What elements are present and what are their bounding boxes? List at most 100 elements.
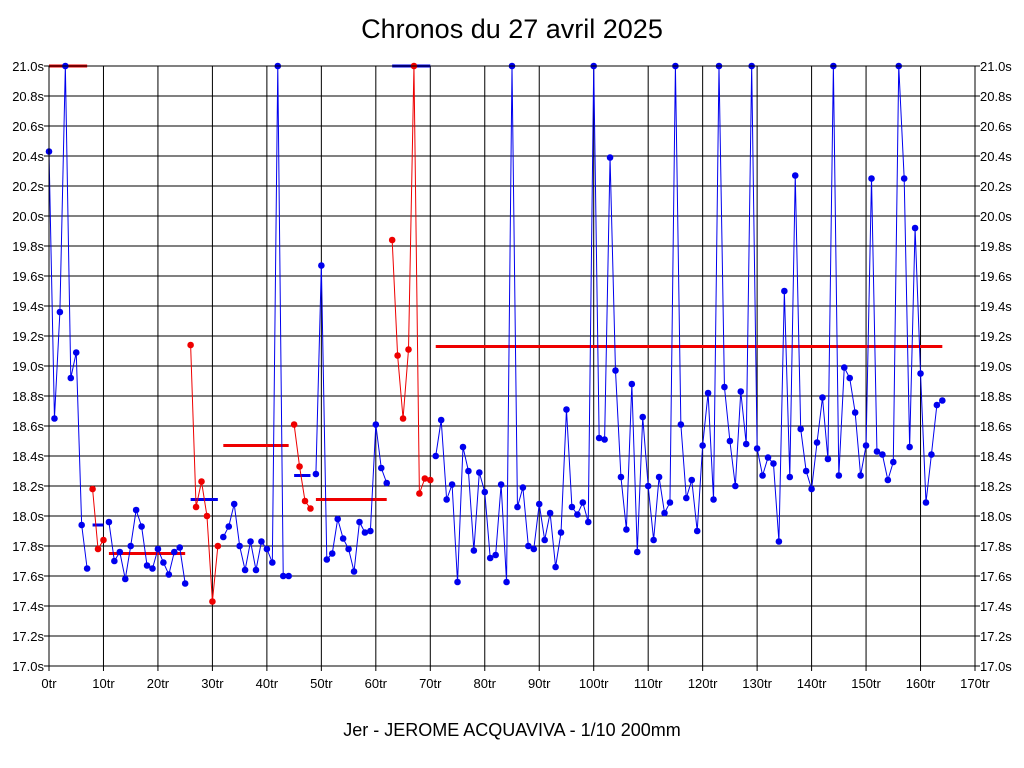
data-point xyxy=(160,559,167,566)
data-point xyxy=(650,536,657,544)
data-point xyxy=(258,538,265,545)
y-tick-label-right: 18.0s xyxy=(980,509,1012,524)
data-point xyxy=(209,598,216,605)
data-point xyxy=(781,287,788,295)
y-tick-label-left: 18.8s xyxy=(12,389,44,404)
data-point xyxy=(868,175,875,182)
series-line xyxy=(293,424,311,509)
data-point xyxy=(721,383,728,391)
data-point xyxy=(775,538,783,545)
data-point xyxy=(296,463,303,470)
data-point xyxy=(933,401,941,409)
data-point xyxy=(661,509,668,517)
data-point xyxy=(742,440,750,448)
data-point xyxy=(279,572,287,580)
y-tick-label-left: 18.4s xyxy=(12,449,44,464)
data-point xyxy=(312,470,320,478)
data-point xyxy=(514,503,521,511)
y-tick-label-right: 20.2s xyxy=(980,179,1012,194)
data-point xyxy=(568,503,576,511)
data-point xyxy=(367,527,374,535)
data-point xyxy=(105,518,113,526)
x-tick-label: 20tr xyxy=(147,676,170,691)
x-tick-label: 80tr xyxy=(474,676,497,691)
data-point xyxy=(252,566,260,574)
data-point xyxy=(492,551,499,559)
data-point xyxy=(241,566,249,574)
data-point xyxy=(808,485,815,493)
x-tick-label: 130tr xyxy=(742,676,772,691)
data-point xyxy=(917,370,924,377)
data-point xyxy=(285,572,292,580)
data-point xyxy=(541,536,548,544)
y-tick-label-left: 17.0s xyxy=(12,659,44,674)
data-point xyxy=(911,224,919,232)
data-point xyxy=(72,349,80,356)
data-point xyxy=(388,236,396,244)
data-point xyxy=(552,563,559,571)
x-tick-label: 160tr xyxy=(906,676,936,691)
series-line xyxy=(435,65,943,583)
data-point xyxy=(519,484,527,491)
data-point xyxy=(623,526,630,533)
data-point xyxy=(181,580,189,587)
data-point xyxy=(89,485,96,493)
data-point xyxy=(470,547,478,554)
data-point xyxy=(187,341,194,349)
data-point xyxy=(214,542,222,550)
data-point xyxy=(154,545,162,553)
data-point xyxy=(764,454,772,461)
data-point xyxy=(503,578,510,586)
data-point xyxy=(198,478,205,485)
data-point xyxy=(906,443,913,451)
x-tick-label: 100tr xyxy=(579,676,609,691)
data-point xyxy=(328,550,336,557)
data-point xyxy=(584,518,592,526)
data-point xyxy=(840,364,848,371)
data-point xyxy=(633,548,641,556)
data-point xyxy=(132,506,140,514)
x-tick-label: 90tr xyxy=(528,676,551,691)
y-tick-label-right: 17.0s xyxy=(980,659,1012,674)
y-tick-label-right: 19.4s xyxy=(980,299,1012,314)
y-tick-label-left: 17.2s xyxy=(12,629,44,644)
data-point xyxy=(192,503,200,511)
data-point xyxy=(465,467,472,475)
data-point xyxy=(922,499,930,506)
data-point xyxy=(67,374,75,382)
data-point xyxy=(377,464,385,472)
data-point xyxy=(56,308,64,316)
data-point xyxy=(786,473,794,481)
plot-frame xyxy=(48,65,976,667)
series-line xyxy=(190,344,219,602)
data-point xyxy=(176,544,184,551)
data-point xyxy=(677,421,685,428)
y-tick-label-right: 20.6s xyxy=(980,119,1012,134)
y-tick-label-right: 19.8s xyxy=(980,239,1012,254)
y-tick-label-left: 19.6s xyxy=(12,269,44,284)
data-point xyxy=(165,571,173,578)
data-point xyxy=(269,559,276,566)
data-point xyxy=(639,413,647,421)
y-tick-label-right: 18.6s xyxy=(980,419,1012,434)
data-point xyxy=(416,490,423,497)
data-point xyxy=(835,472,843,479)
data-point xyxy=(928,451,935,458)
data-point xyxy=(236,542,243,550)
data-point xyxy=(737,388,745,395)
y-tick-label-left: 18.6s xyxy=(12,419,44,434)
series-line xyxy=(108,509,186,584)
data-point xyxy=(824,455,832,463)
data-point xyxy=(143,562,151,569)
data-point xyxy=(486,554,494,562)
x-tick-label: 110tr xyxy=(634,676,663,691)
data-point xyxy=(350,568,358,575)
data-point xyxy=(753,445,761,452)
y-tick-label-right: 18.2s xyxy=(980,479,1012,494)
data-point xyxy=(693,527,701,535)
data-point xyxy=(170,548,178,556)
data-point xyxy=(476,469,483,476)
y-tick-label-right: 19.6s xyxy=(980,269,1012,284)
data-point xyxy=(372,421,380,428)
data-point xyxy=(448,481,456,488)
